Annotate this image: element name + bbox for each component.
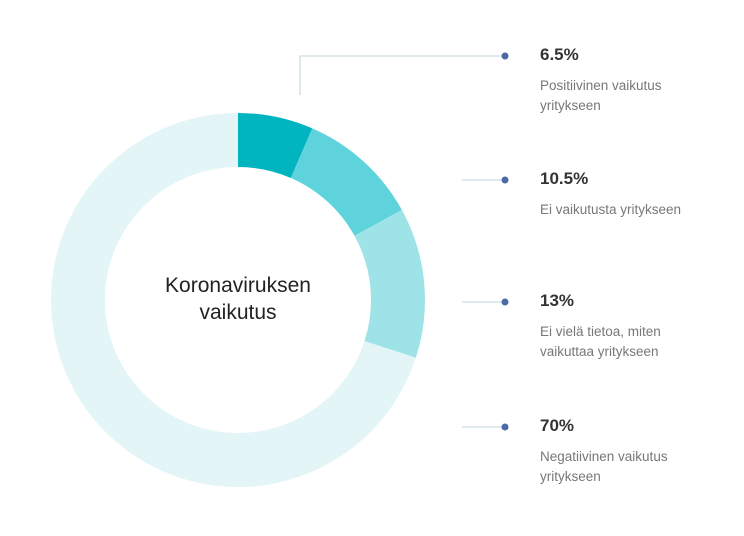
- legend-label: Positiivinen vaikutus yritykseen: [540, 78, 662, 113]
- donut-segment: [290, 128, 402, 236]
- donut-segment: [51, 113, 416, 487]
- donut-segment: [354, 209, 426, 358]
- leader-line: [299, 55, 505, 95]
- legend-marker: [501, 52, 509, 60]
- legend-label: Ei vaikutusta yritykseen: [540, 202, 682, 217]
- legend-label: Negatiivinen vaikutus yritykseen: [540, 449, 668, 484]
- donut-segment: [238, 113, 313, 178]
- value-label: 13%: [540, 291, 575, 310]
- value-label: 6.5%: [540, 45, 579, 64]
- legend-marker: [501, 298, 509, 306]
- legend-label: Ei vielä tietoa, miten vaikuttaa yrityks…: [540, 324, 661, 359]
- legend-marker: [501, 176, 509, 184]
- legend-marker: [501, 423, 509, 431]
- center-label: Koronaviruksen vaikutus: [165, 274, 311, 324]
- value-label: 70%: [540, 416, 575, 435]
- value-label: 10.5%: [540, 169, 589, 188]
